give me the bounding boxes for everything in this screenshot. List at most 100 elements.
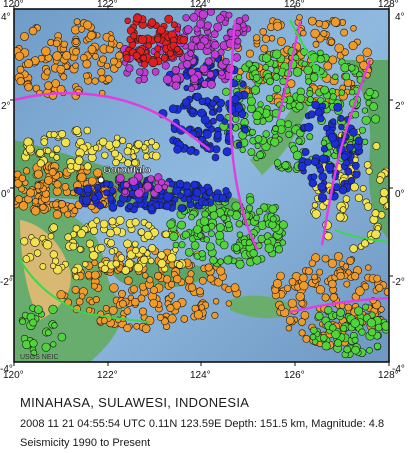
- earthquake-marker: [123, 307, 132, 315]
- earthquake-marker: [327, 258, 338, 269]
- earthquake-marker: [321, 254, 330, 263]
- earthquake-marker: [78, 25, 86, 33]
- earthquake-marker: [140, 54, 148, 62]
- earthquake-marker: [276, 37, 286, 46]
- tick-marks: [10, 5, 393, 366]
- earthquake-marker: [331, 329, 341, 339]
- earthquake-marker: [342, 263, 350, 270]
- earthquake-marker: [245, 239, 253, 247]
- earthquake-marker: [318, 172, 328, 181]
- earthquake-marker: [48, 168, 57, 177]
- lat-tick-left-2: 2°: [1, 101, 11, 112]
- earthquake-marker: [49, 223, 58, 232]
- earthquake-marker: [319, 154, 329, 164]
- earthquake-marker: [172, 241, 180, 249]
- halmahera-island: [345, 60, 389, 240]
- earthquake-marker: [316, 268, 324, 276]
- earthquake-marker: [311, 253, 321, 263]
- earthquake-marker: [24, 59, 34, 69]
- earthquake-marker: [96, 202, 104, 210]
- earthquake-marker: [319, 334, 328, 342]
- earthquake-marker: [329, 293, 338, 302]
- earthquake-marker: [91, 282, 98, 290]
- earthquake-marker: [328, 279, 337, 289]
- earthquake-marker: [89, 251, 99, 261]
- earthquake-marker: [200, 115, 210, 125]
- earthquake-marker: [157, 251, 166, 260]
- earthquake-marker: [97, 243, 106, 253]
- earthquake-marker: [108, 248, 116, 255]
- earthquake-marker: [232, 244, 241, 252]
- earthquake-marker: [327, 38, 335, 46]
- earthquake-marker: [72, 47, 80, 56]
- earthquake-marker: [309, 333, 317, 341]
- earthquake-marker: [132, 51, 141, 60]
- earthquake-marker: [147, 175, 155, 183]
- earthquake-marker: [236, 74, 243, 81]
- earthquake-marker: [195, 287, 204, 296]
- earthquake-marker: [354, 136, 364, 146]
- earthquake-marker: [101, 264, 109, 273]
- lat-tick-right-0: 0°: [395, 189, 405, 200]
- earthquake-marker: [234, 29, 241, 37]
- earthquake-marker: [163, 202, 172, 211]
- earthquake-marker: [112, 158, 120, 167]
- earthquake-marker: [361, 138, 369, 146]
- earthquake-marker: [207, 80, 216, 89]
- earthquake-marker: [14, 195, 23, 204]
- earthquake-marker: [332, 73, 339, 81]
- earthquake-marker: [363, 161, 372, 169]
- earthquake-marker: [225, 300, 232, 307]
- earthquake-marker: [178, 241, 186, 249]
- earthquake-marker: [315, 311, 324, 321]
- earthquake-marker: [363, 202, 373, 211]
- earthquake-marker: [371, 114, 381, 124]
- earthquake-marker: [44, 147, 52, 155]
- earthquake-marker: [301, 148, 310, 156]
- earthquake-marker: [320, 145, 329, 153]
- earthquake-marker: [53, 180, 62, 189]
- earthquake-marker: [157, 259, 167, 268]
- earthquake-marker: [177, 192, 184, 199]
- earthquake-marker: [349, 128, 358, 137]
- earthquake-marker: [213, 22, 223, 32]
- plate-boundary-halmahera: [320, 59, 372, 246]
- earthquake-marker: [272, 125, 279, 132]
- earthquake-marker: [312, 40, 320, 48]
- earthquake-marker: [216, 266, 226, 276]
- earthquake-marker: [361, 107, 369, 114]
- earthquake-marker: [161, 61, 170, 70]
- earthquake-marker: [314, 108, 323, 117]
- earthquake-marker: [145, 42, 152, 49]
- earthquake-marker: [50, 341, 57, 348]
- earthquake-marker: [186, 146, 195, 156]
- lon-tick-top-122: 122°: [97, 0, 118, 10]
- earthquake-marker: [118, 289, 126, 298]
- earthquake-marker: [343, 280, 351, 288]
- earthquake-marker: [173, 275, 182, 284]
- earthquake-marker: [304, 122, 314, 132]
- earthquake-marker: [20, 32, 29, 41]
- earthquake-marker: [101, 151, 109, 159]
- earthquake-marker: [57, 332, 67, 342]
- lat-tick-left-4: 4°: [1, 12, 11, 23]
- earthquake-marker: [311, 209, 321, 219]
- earthquake-marker: [18, 201, 29, 211]
- earthquake-marker: [190, 241, 200, 250]
- earthquake-marker: [343, 159, 350, 166]
- earthquake-marker: [254, 142, 261, 150]
- earthquake-marker: [358, 126, 366, 134]
- earthquake-marker: [273, 67, 280, 74]
- earthquake-marker: [199, 64, 209, 74]
- earthquake-marker: [187, 283, 197, 292]
- earthquake-marker: [311, 273, 318, 281]
- earthquake-marker: [183, 60, 192, 69]
- earthquake-marker: [338, 115, 345, 122]
- earthquake-marker: [320, 85, 329, 95]
- lat-tick-left-minus4: -4°: [0, 364, 13, 375]
- earthquake-marker: [82, 261, 89, 268]
- earthquake-marker: [185, 196, 193, 203]
- earthquake-marker: [47, 38, 55, 46]
- earthquake-marker: [163, 192, 173, 202]
- earthquake-marker: [103, 180, 110, 187]
